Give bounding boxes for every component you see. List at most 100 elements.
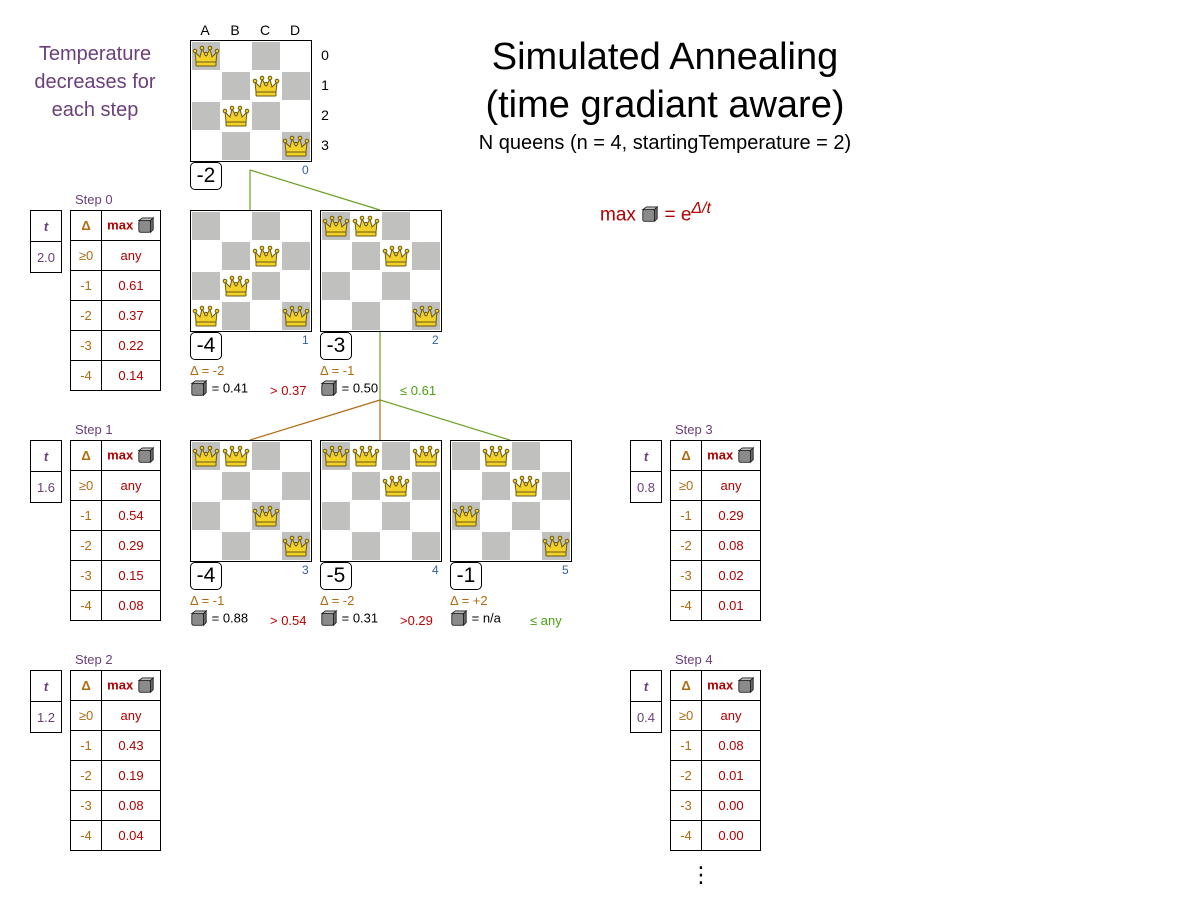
board-cell (281, 101, 311, 131)
board-cell (511, 531, 541, 561)
board-cell (191, 241, 221, 271)
random-draw: = n/a (450, 610, 501, 628)
board-cell (381, 441, 411, 471)
board-cell (251, 41, 281, 71)
queen-icon (251, 501, 281, 531)
board-cell (351, 241, 381, 271)
board-cell (251, 211, 281, 241)
board-cell (191, 101, 221, 131)
board-delta: Δ = -2 (320, 593, 355, 608)
column-header: B (230, 22, 240, 38)
subtitle: N queens (n = 4, startingTemperature = 2… (478, 132, 852, 154)
board-cell (481, 471, 511, 501)
formula-eq: = e (664, 204, 692, 226)
board-index: 2 (432, 333, 439, 347)
temperature-table: t 1.2 (30, 670, 62, 733)
row-header: 3 (321, 137, 329, 153)
board-cell (251, 301, 281, 331)
queen-icon (541, 531, 571, 561)
acceptance-comparison: ≤ 0.61 (400, 383, 437, 398)
chess-board-b1 (190, 210, 312, 332)
board-cell (221, 531, 251, 561)
random-draw: = 0.50 (320, 380, 378, 398)
board-cell (191, 131, 221, 161)
board-cell (191, 271, 221, 301)
queen-icon (251, 241, 281, 271)
board-cell (451, 531, 481, 561)
queen-icon (481, 441, 511, 471)
board-cell (251, 131, 281, 161)
column-header: A (200, 22, 210, 38)
queen-icon (191, 41, 221, 71)
board-cell (221, 71, 251, 101)
board-cell (381, 531, 411, 561)
chess-board-b5 (450, 440, 572, 562)
board-cell (321, 271, 351, 301)
queen-icon (511, 471, 541, 501)
board-cell (541, 441, 571, 471)
board-cell (221, 301, 251, 331)
board-cell (541, 471, 571, 501)
board-cell (251, 441, 281, 471)
board-cell (191, 211, 221, 241)
queen-icon (321, 441, 351, 471)
board-cell (321, 241, 351, 271)
board-cell (191, 71, 221, 101)
queen-icon (381, 471, 411, 501)
board-cell (381, 501, 411, 531)
step-label: Step 2 (75, 652, 113, 667)
board-cell (221, 41, 251, 71)
title-line-2: (time gradiant aware) (485, 84, 845, 126)
board-cell (191, 501, 221, 531)
acceptance-formula: max = eΔ/t (600, 200, 711, 226)
row-header: 0 (321, 47, 329, 63)
board-cell (351, 471, 381, 501)
die-icon (641, 206, 659, 223)
acceptance-comparison: > 0.54 (270, 613, 307, 628)
board-cell (221, 211, 251, 241)
queen-icon (191, 301, 221, 331)
queen-icon (221, 441, 251, 471)
board-score: -3 (320, 332, 352, 360)
board-delta: Δ = -1 (320, 363, 355, 378)
queen-icon (451, 501, 481, 531)
board-cell (221, 131, 251, 161)
queen-icon (251, 71, 281, 101)
board-score: -4 (190, 332, 222, 360)
acceptance-comparison: > 0.37 (270, 383, 307, 398)
step-label: Step 1 (75, 422, 113, 437)
board-cell (221, 471, 251, 501)
random-draw: = 0.41 (190, 380, 248, 398)
queen-icon (281, 301, 311, 331)
board-cell (451, 471, 481, 501)
board-index: 1 (302, 333, 309, 347)
board-cell (281, 271, 311, 301)
board-delta: Δ = +2 (450, 593, 488, 608)
row-header: 2 (321, 107, 329, 123)
board-cell (281, 71, 311, 101)
board-index: 3 (302, 563, 309, 577)
board-cell (281, 211, 311, 241)
board-cell (511, 501, 541, 531)
queen-icon (321, 211, 351, 241)
chess-board-b4 (320, 440, 442, 562)
queen-icon (411, 301, 441, 331)
board-cell (251, 531, 281, 561)
board-cell (191, 471, 221, 501)
chess-board-root (190, 40, 312, 162)
board-cell (251, 471, 281, 501)
board-cell (411, 271, 441, 301)
column-header: D (289, 22, 301, 38)
board-index: 0 (302, 163, 309, 177)
board-cell (381, 211, 411, 241)
board-cell (411, 501, 441, 531)
board-cell (321, 501, 351, 531)
board-cell (351, 531, 381, 561)
board-cell (321, 301, 351, 331)
board-cell (321, 531, 351, 561)
continuation-dots: ⋮ (690, 862, 712, 887)
board-cell (451, 441, 481, 471)
board-delta: Δ = -2 (190, 363, 225, 378)
